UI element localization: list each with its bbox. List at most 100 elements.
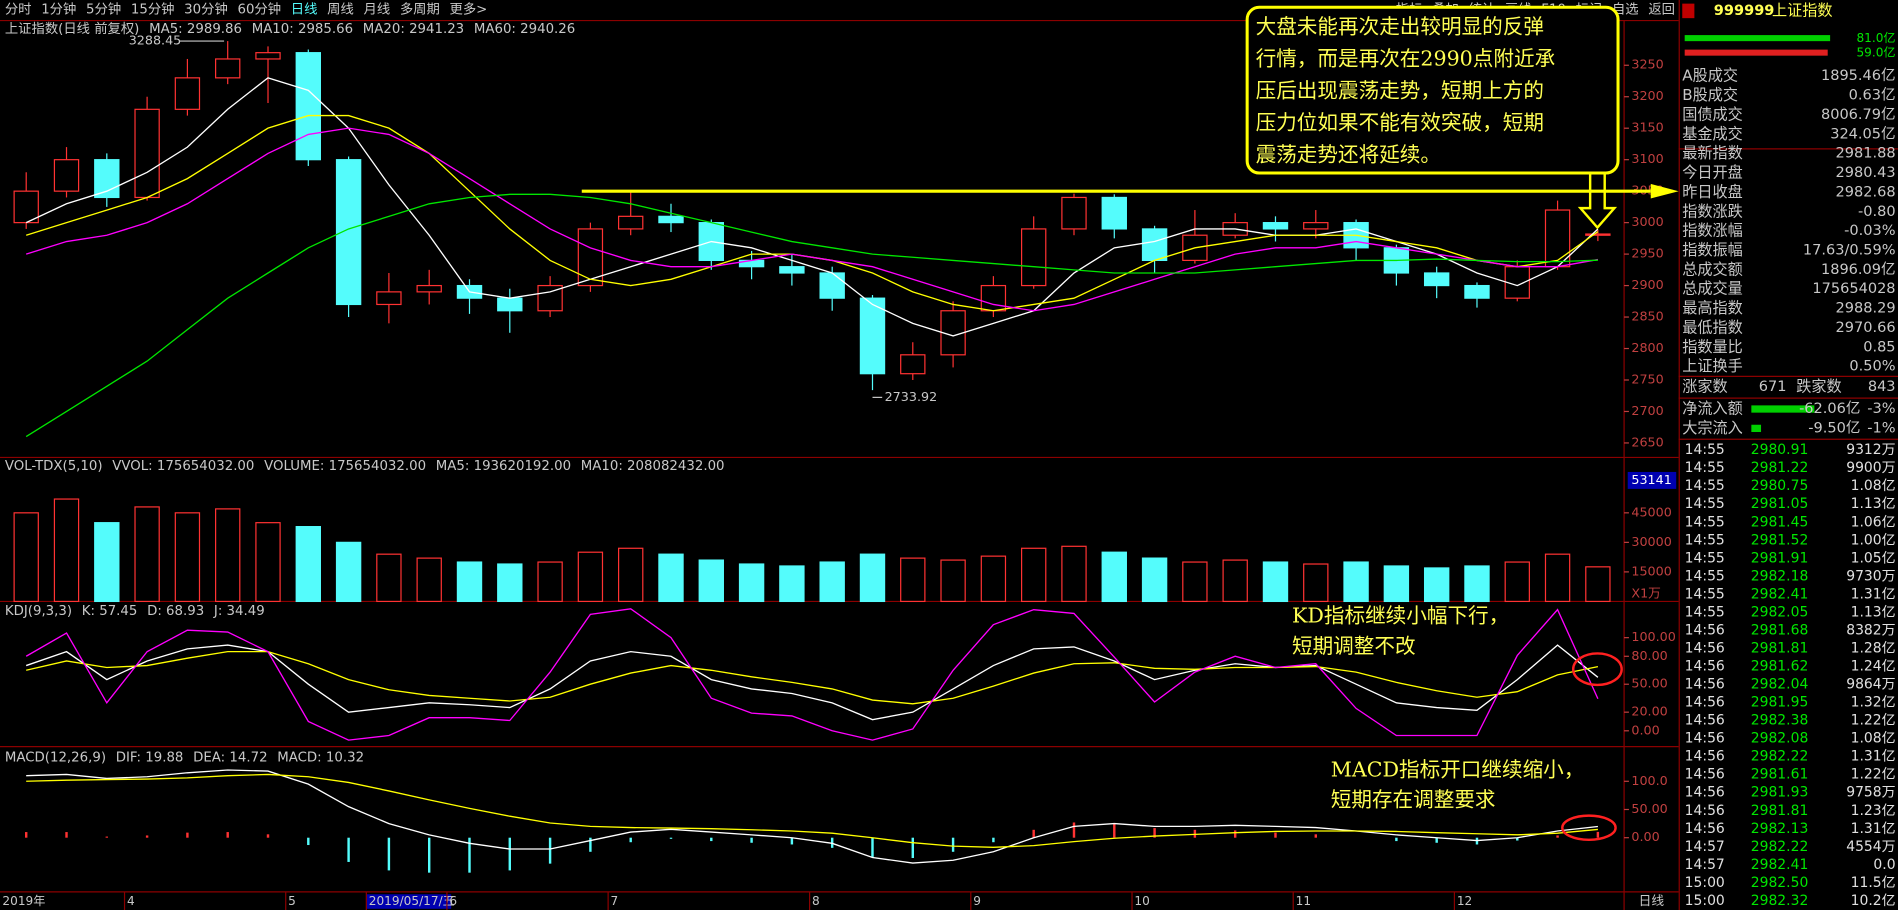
tick-volume: 1.13亿 xyxy=(1851,604,1896,620)
toolbar-tab[interactable]: 周线 xyxy=(327,2,354,18)
stat-label: 昨日收盘 xyxy=(1682,183,1743,201)
annotation-shapes xyxy=(581,5,1679,842)
toolbar-tab[interactable]: 多周期 xyxy=(400,1,440,18)
indicator-line xyxy=(25,608,1599,741)
volume-bar xyxy=(940,559,966,603)
legend-entry: DIF: 19.88 xyxy=(116,751,184,766)
tick-volume: 9900万 xyxy=(1846,460,1895,476)
y-tick-label: 30000 xyxy=(1631,534,1671,549)
volume-bar xyxy=(1262,561,1289,603)
toolbar-tab[interactable]: 更多> xyxy=(450,1,488,18)
legend-entry: KDJ(9,3,3) xyxy=(5,604,72,619)
cursor-date-bg xyxy=(366,894,452,909)
moving-average xyxy=(25,77,1599,337)
y-tick-label: 3200 xyxy=(1631,88,1663,103)
y-tick-label: 100.00 xyxy=(1631,629,1675,644)
volume-bar xyxy=(1544,553,1571,603)
legend-entry: D: 68.93 xyxy=(147,604,204,619)
volume-bar xyxy=(980,555,1007,603)
ratio-bar xyxy=(1684,35,1831,42)
candle-body xyxy=(1585,233,1611,236)
y-tick-label: 45000 xyxy=(1631,504,1671,519)
stat-value: 324.05亿 xyxy=(1830,125,1895,142)
tick-time: 14:56 xyxy=(1685,785,1725,801)
annotation-text: 短期调整不改 xyxy=(1292,634,1416,658)
tick-time: 14:55 xyxy=(1685,460,1725,476)
tick-price: 2982.18 xyxy=(1751,568,1809,584)
legend-entry: VVOL: 175654032.00 xyxy=(112,459,254,474)
y-tick-label: 80.00 xyxy=(1631,648,1667,663)
tick-volume: 1.32亿 xyxy=(1851,695,1896,711)
high-label: 3288.45 xyxy=(129,33,182,48)
stat-value: 2981.88 xyxy=(1835,146,1895,162)
legend-entry: MA10: 208082432.00 xyxy=(581,459,725,474)
toolbar-tab[interactable]: 30分钟 xyxy=(184,1,228,18)
toolbar-tab[interactable]: 1分钟 xyxy=(41,1,76,18)
x-tick-label: 8 xyxy=(812,894,820,908)
toolbar-tab[interactable]: 5分钟 xyxy=(86,1,121,18)
tick-volume: 1.05亿 xyxy=(1851,550,1896,566)
tick-volume: 8382万 xyxy=(1846,622,1895,638)
stat-label: 总成交额 xyxy=(1682,260,1743,278)
volume-bar xyxy=(1101,551,1127,603)
tick-time: 14:56 xyxy=(1685,803,1725,819)
flow-label: 大宗流入 xyxy=(1682,419,1743,437)
toolbar-tab[interactable]: 日线 xyxy=(291,2,318,18)
chart-layer: 分时1分钟5分钟15分钟30分钟60分钟日线周线月线多周期更多>返回自选标记F1… xyxy=(2,1,1677,910)
indicator-line xyxy=(26,650,1599,705)
toolbar-tab[interactable]: 15分钟 xyxy=(131,1,175,18)
annotation-text: 行情，而是再次在2990点附近承 xyxy=(1256,46,1556,70)
breadth-label: 跌家数 xyxy=(1796,378,1841,396)
stat-label: 指数涨幅 xyxy=(1682,222,1743,240)
stat-label: 指数涨跌 xyxy=(1682,202,1743,220)
legend-entry: VOL-TDX(5,10) xyxy=(5,459,103,474)
stat-value: 1895.46亿 xyxy=(1821,67,1896,84)
x-tick-label: 5 xyxy=(288,894,296,908)
y-tick-label: 3000 xyxy=(1631,214,1663,229)
annotation-text: KD指标继续小幅下行， xyxy=(1292,604,1509,628)
tick-time: 14:56 xyxy=(1685,821,1725,837)
legend-entry: 上证指数(日线 前复权) xyxy=(5,20,140,37)
volume-bar xyxy=(658,553,684,603)
candle-body xyxy=(255,52,281,60)
y-tick-label: 2900 xyxy=(1631,277,1663,292)
tick-price: 2982.13 xyxy=(1751,821,1809,837)
volume-bar xyxy=(1504,561,1530,603)
tick-time: 14:57 xyxy=(1685,857,1725,873)
tick-time: 14:56 xyxy=(1685,695,1725,711)
volume-bar xyxy=(1383,565,1410,603)
stat-label: 总成交量 xyxy=(1682,280,1743,298)
volume-bar xyxy=(134,506,160,603)
volume-bar xyxy=(577,551,604,603)
volume-bar xyxy=(1061,545,1087,603)
flow-bar xyxy=(1751,405,1815,413)
candle-body xyxy=(1464,284,1490,299)
ratio-label: 81.0亿 xyxy=(1856,30,1895,45)
candle-body xyxy=(134,108,160,199)
toolbar-button[interactable]: 返回 xyxy=(1648,2,1675,18)
volume-bar xyxy=(255,522,281,603)
toolbar-tab[interactable]: 分时 xyxy=(5,2,32,18)
toolbar-button[interactable]: 自选 xyxy=(1612,2,1639,18)
breadth-value: 671 xyxy=(1759,379,1787,395)
tick-volume: 1.22亿 xyxy=(1851,767,1896,783)
stat-label: 最高指数 xyxy=(1682,299,1743,317)
stat-value: 1896.09亿 xyxy=(1821,261,1896,278)
flow-value: -9.50亿 xyxy=(1808,419,1860,436)
annotation-text: 短期存在调整要求 xyxy=(1331,788,1496,812)
stat-value: 0.50% xyxy=(1849,359,1895,375)
toolbar-tab[interactable]: 月线 xyxy=(364,2,391,18)
tick-price: 2981.68 xyxy=(1751,622,1809,638)
legend-entry: VOLUME: 175654032.00 xyxy=(264,459,426,474)
volume-bar xyxy=(779,565,805,603)
breadth-label: 涨家数 xyxy=(1682,378,1727,396)
tick-price: 2981.22 xyxy=(1751,460,1809,476)
stat-value: 2988.29 xyxy=(1835,301,1895,317)
max-label: 53141 xyxy=(1631,472,1671,487)
tick-volume: 11.5亿 xyxy=(1851,875,1896,891)
toolbar-tab[interactable]: 60分钟 xyxy=(237,1,281,18)
volume-bar xyxy=(416,557,442,603)
stat-value: 8006.79亿 xyxy=(1821,106,1896,123)
